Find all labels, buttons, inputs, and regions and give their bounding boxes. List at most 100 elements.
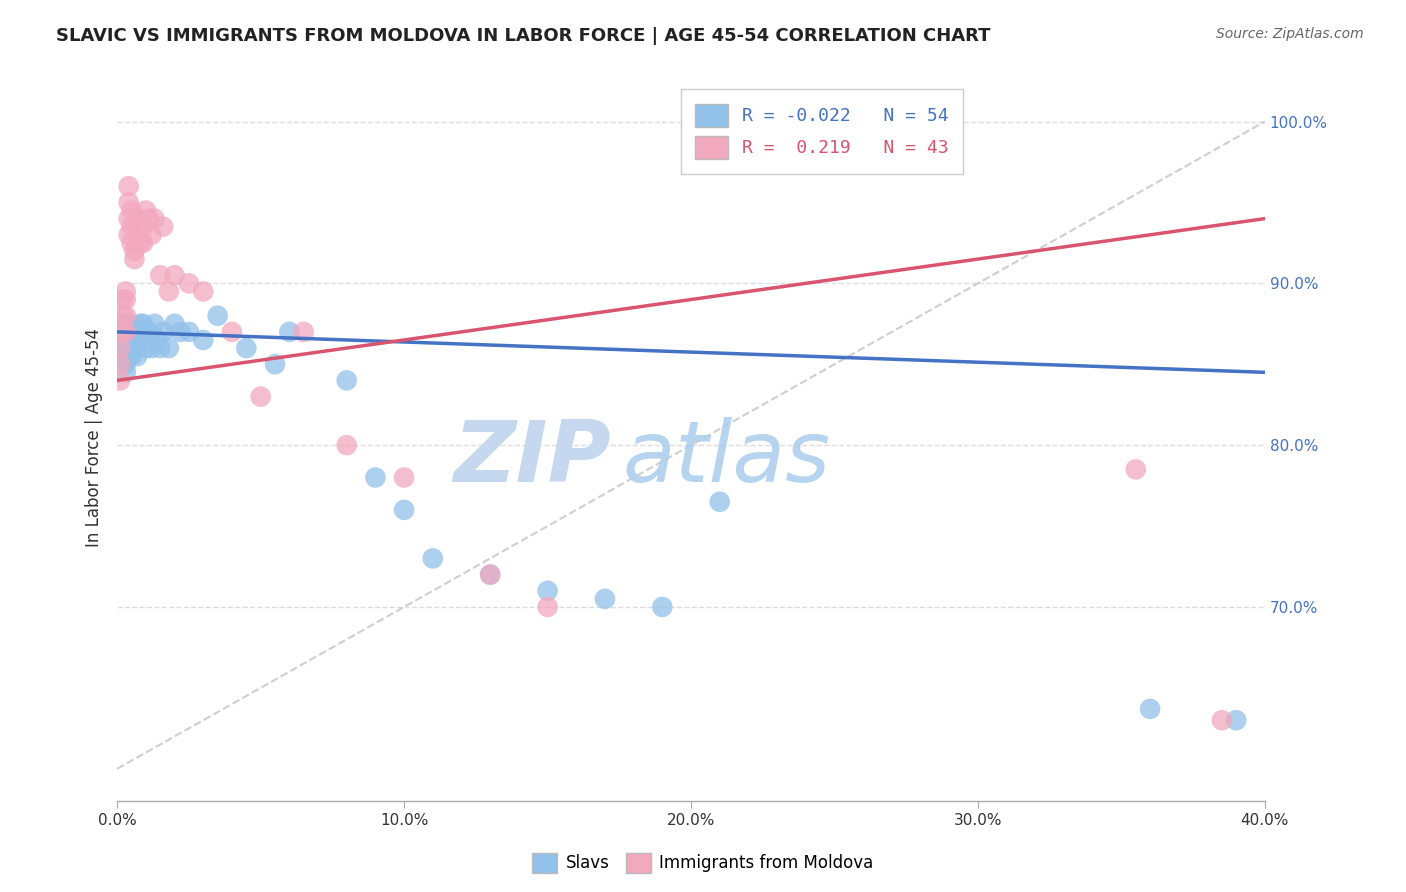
Point (1211, 713, 1233, 727)
Point (336, 373, 359, 387)
Point (118, 341, 141, 355)
Point (146, 333, 169, 347)
Point (132, 235, 155, 250)
Point (163, 317, 186, 331)
Point (114, 357, 136, 371)
Point (118, 195, 141, 210)
Point (149, 268, 172, 283)
Point (207, 309, 229, 323)
Point (1225, 713, 1247, 727)
Point (129, 317, 152, 331)
Point (121, 341, 143, 355)
Point (111, 293, 134, 307)
Point (114, 293, 136, 307)
Point (121, 349, 143, 363)
Point (138, 325, 160, 339)
Point (111, 325, 134, 339)
Point (392, 503, 415, 517)
Point (114, 365, 136, 379)
Point (121, 235, 143, 250)
Point (108, 341, 131, 355)
Point (336, 438, 359, 452)
Point (127, 341, 149, 355)
Text: atlas: atlas (623, 417, 830, 500)
Legend: R = -0.022   N = 54, R =  0.219   N = 43: R = -0.022 N = 54, R = 0.219 N = 43 (681, 89, 963, 174)
Point (138, 211, 160, 226)
Point (479, 567, 502, 582)
Point (108, 373, 131, 387)
Point (118, 317, 141, 331)
Point (111, 333, 134, 347)
Point (177, 277, 200, 291)
Point (132, 219, 155, 234)
Point (118, 211, 141, 226)
Text: ZIP: ZIP (453, 417, 610, 500)
Point (249, 390, 271, 404)
Point (111, 309, 134, 323)
Point (124, 252, 146, 266)
Point (392, 470, 415, 484)
Point (143, 211, 166, 226)
Point (108, 333, 131, 347)
Text: SLAVIC VS IMMIGRANTS FROM MOLDOVA IN LABOR FORCE | AGE 45-54 CORRELATION CHART: SLAVIC VS IMMIGRANTS FROM MOLDOVA IN LAB… (56, 27, 991, 45)
Point (1139, 702, 1161, 716)
Point (118, 349, 141, 363)
Point (141, 341, 163, 355)
Point (124, 341, 146, 355)
Point (114, 349, 136, 363)
Point (124, 244, 146, 258)
Point (152, 219, 174, 234)
Point (479, 567, 502, 582)
Point (364, 470, 387, 484)
Point (278, 325, 301, 339)
Point (111, 317, 134, 331)
Point (114, 317, 136, 331)
Point (121, 333, 143, 347)
Point (1125, 462, 1147, 476)
Point (536, 599, 558, 614)
Point (135, 341, 157, 355)
Point (114, 333, 136, 347)
Point (536, 583, 558, 598)
Point (111, 341, 134, 355)
Point (593, 591, 616, 606)
Point (124, 325, 146, 339)
Y-axis label: In Labor Force | Age 45-54: In Labor Force | Age 45-54 (86, 327, 103, 547)
Point (127, 211, 149, 226)
Point (221, 325, 243, 339)
Point (135, 203, 157, 218)
Point (132, 317, 155, 331)
Point (114, 341, 136, 355)
Point (121, 325, 143, 339)
Legend: Slavs, Immigrants from Moldova: Slavs, Immigrants from Moldova (526, 847, 880, 880)
Point (108, 357, 131, 371)
Point (235, 341, 257, 355)
Point (127, 349, 149, 363)
Point (121, 219, 143, 234)
Point (169, 325, 191, 339)
Point (129, 219, 152, 234)
Point (157, 285, 180, 299)
Point (709, 495, 731, 509)
Point (264, 357, 287, 371)
Point (108, 325, 131, 339)
Point (193, 285, 215, 299)
Point (118, 333, 141, 347)
Point (114, 309, 136, 323)
Point (143, 317, 166, 331)
Point (114, 325, 136, 339)
Point (118, 179, 141, 194)
Point (422, 551, 444, 566)
Point (163, 268, 186, 283)
Point (149, 341, 172, 355)
Point (129, 235, 152, 250)
Point (114, 285, 136, 299)
Point (651, 599, 673, 614)
Point (121, 203, 143, 218)
Point (132, 325, 155, 339)
Point (193, 333, 215, 347)
Point (292, 325, 315, 339)
Point (177, 325, 200, 339)
Text: Source: ZipAtlas.com: Source: ZipAtlas.com (1216, 27, 1364, 41)
Point (157, 341, 180, 355)
